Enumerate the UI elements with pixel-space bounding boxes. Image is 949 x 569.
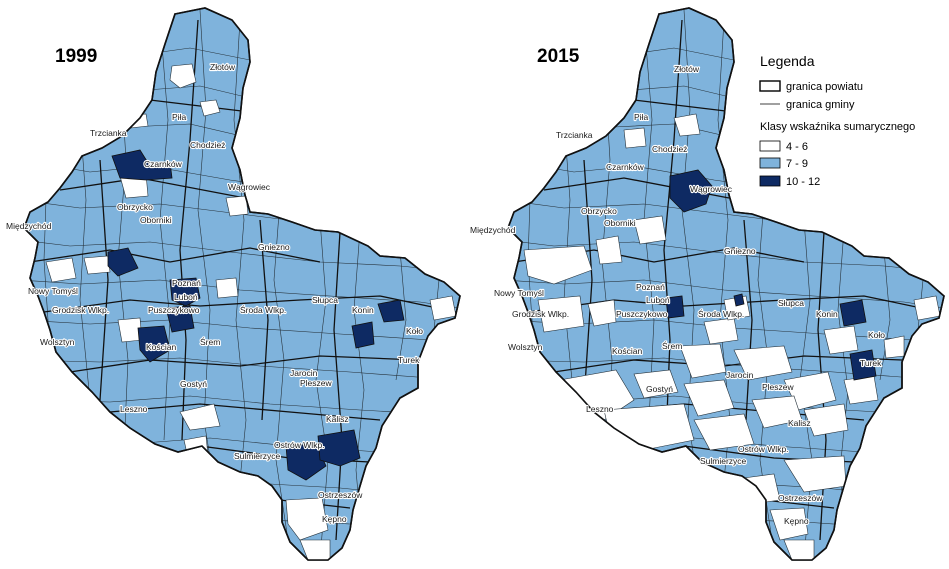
town-label: Leszno — [120, 404, 148, 414]
town-labels: Złotów Piła Trzcianka Chodzież Czarnków … — [5, 61, 424, 525]
town-label: Wągrowiec — [690, 184, 733, 194]
town-label: Piła — [172, 112, 186, 122]
town-label: Pleszew — [762, 382, 795, 392]
town-label: Oborniki — [140, 215, 172, 225]
town-label: Grodzisk Wlkp. — [512, 309, 569, 319]
town-label: Konin — [352, 305, 374, 315]
town-label: Gniezno — [258, 242, 290, 252]
town-label: Koło — [868, 330, 885, 340]
town-label: Nowy Tomyśl — [494, 288, 544, 298]
legend-title: Legenda — [760, 53, 815, 69]
legend-classes-title: Klasy wskaźnika sumarycznego — [760, 121, 915, 133]
town-label: Gniezno — [724, 246, 756, 256]
town-label: Ostrzeszów — [318, 490, 363, 500]
town-label: Ostrzeszów — [778, 493, 823, 503]
town-label: Turek — [860, 358, 882, 368]
class-swatch-mid — [759, 157, 781, 169]
town-label: Luboń — [646, 295, 670, 305]
town-label: Złotów — [674, 64, 700, 74]
town-label: Kępno — [784, 516, 809, 526]
town-label: Gostyń — [646, 384, 673, 394]
town-label: Międzychód — [6, 221, 52, 231]
town-label: Pleszew — [300, 378, 333, 388]
town-label: Gostyń — [180, 379, 207, 389]
legend-class-label: 7 - 9 — [786, 158, 808, 170]
map-2015: 2015 — [469, 7, 945, 561]
map-1999: 1999 — [5, 7, 461, 561]
town-label: Trzcianka — [90, 128, 127, 138]
town-label: Konin — [816, 309, 838, 319]
town-label: Złotów — [210, 62, 236, 72]
town-label: Sulmierzyce — [700, 456, 747, 466]
town-label: Czarnków — [606, 162, 645, 172]
town-label: Kępno — [322, 514, 347, 524]
town-label: Wągrowiec — [228, 182, 271, 192]
legend-class-label: 4 - 6 — [786, 141, 808, 153]
town-label: Turek — [398, 355, 420, 365]
town-label: Czarnków — [144, 159, 183, 169]
town-label: Chodzież — [190, 140, 225, 150]
powiat-boundary-swatch — [759, 80, 781, 92]
town-label: Sulmierzyce — [234, 451, 281, 461]
town-label: Leszno — [586, 404, 614, 414]
town-label: Oborniki — [604, 218, 636, 228]
town-label: Kalisz — [326, 414, 349, 424]
town-label: Grodzisk Wlkp. — [52, 305, 109, 315]
map-year-label: 1999 — [55, 46, 97, 67]
town-label: Puszczykowo — [616, 309, 668, 319]
town-label: Trzcianka — [556, 130, 593, 140]
town-label: Słupca — [312, 295, 338, 305]
gmina-boundaries — [508, 9, 944, 560]
town-label: Jarocin — [726, 370, 754, 380]
class-swatch-high — [759, 175, 781, 187]
legend: Legenda granica powiatu granica gminy Kl… — [759, 53, 915, 188]
town-label: Ostrów Wlkp. — [738, 444, 789, 454]
high-class-gminy — [107, 149, 405, 481]
town-label: Środa Wlkp. — [698, 308, 744, 319]
town-label: Ostrów Wlkp. — [274, 440, 325, 450]
town-label: Kalisz — [788, 418, 811, 428]
high-class-gminy — [665, 169, 877, 381]
town-label: Obrzycko — [581, 206, 617, 216]
low-class-gminy — [508, 113, 941, 560]
town-labels: Złotów Piła Trzcianka Chodzież Czarnków … — [469, 63, 886, 527]
map-year-label: 2015 — [537, 46, 580, 67]
town-label: Nowy Tomyśl — [28, 286, 78, 296]
town-label: Jarocin — [290, 368, 318, 378]
town-label: Piła — [634, 112, 648, 122]
town-label: Śrem — [200, 336, 220, 347]
town-label: Poznań — [636, 282, 665, 292]
legend-class-label: 10 - 12 — [786, 176, 820, 188]
town-label: Kościan — [612, 346, 643, 356]
town-label: Słupca — [778, 298, 804, 308]
town-label: Wolsztyn — [40, 337, 75, 347]
town-label: Obrzycko — [117, 202, 153, 212]
town-label: Chodzież — [652, 144, 687, 154]
town-label: Kościan — [146, 342, 177, 352]
town-label: Środa Wlkp. — [240, 304, 286, 315]
legend-line-item: granica gminy — [786, 99, 855, 111]
town-label: Koło — [406, 326, 423, 336]
town-label: Wolsztyn — [508, 342, 543, 352]
town-label: Poznań — [172, 278, 201, 288]
town-label: Luboń — [174, 292, 198, 302]
town-label: Śrem — [662, 340, 682, 351]
legend-line-item: granica powiatu — [786, 81, 863, 93]
town-label: Międzychód — [470, 225, 516, 235]
class-swatch-low — [759, 140, 781, 152]
town-label: Puszczykowo — [148, 305, 200, 315]
